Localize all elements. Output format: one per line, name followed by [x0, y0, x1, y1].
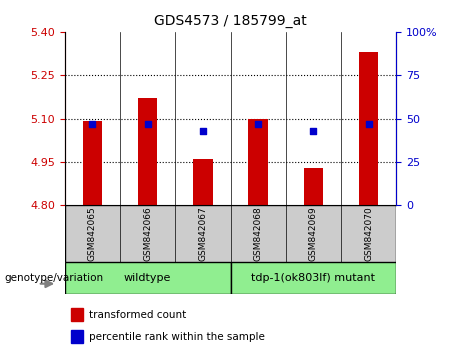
Point — [144, 121, 151, 127]
Text: GSM842066: GSM842066 — [143, 206, 152, 261]
Bar — [248, 119, 268, 205]
Text: GSM842070: GSM842070 — [364, 206, 373, 261]
Point — [365, 121, 372, 127]
Bar — [359, 52, 378, 205]
Text: GSM842065: GSM842065 — [88, 206, 97, 261]
Bar — [230, 262, 396, 294]
Point — [254, 121, 262, 127]
Point — [310, 128, 317, 133]
Title: GDS4573 / 185799_at: GDS4573 / 185799_at — [154, 14, 307, 28]
Bar — [71, 308, 83, 321]
Bar — [65, 262, 230, 294]
Point — [199, 128, 207, 133]
Text: percentile rank within the sample: percentile rank within the sample — [89, 332, 266, 342]
Text: wildtype: wildtype — [124, 273, 171, 283]
Text: GSM842069: GSM842069 — [309, 206, 318, 261]
Bar — [138, 98, 157, 205]
Point — [89, 121, 96, 127]
Bar — [304, 168, 323, 205]
Bar — [71, 330, 83, 343]
Text: tdp-1(ok803lf) mutant: tdp-1(ok803lf) mutant — [252, 273, 375, 283]
Bar — [83, 121, 102, 205]
Bar — [193, 159, 213, 205]
Text: GSM842068: GSM842068 — [254, 206, 263, 261]
Text: genotype/variation: genotype/variation — [5, 273, 104, 283]
Text: transformed count: transformed count — [89, 310, 187, 320]
Text: GSM842067: GSM842067 — [198, 206, 207, 261]
